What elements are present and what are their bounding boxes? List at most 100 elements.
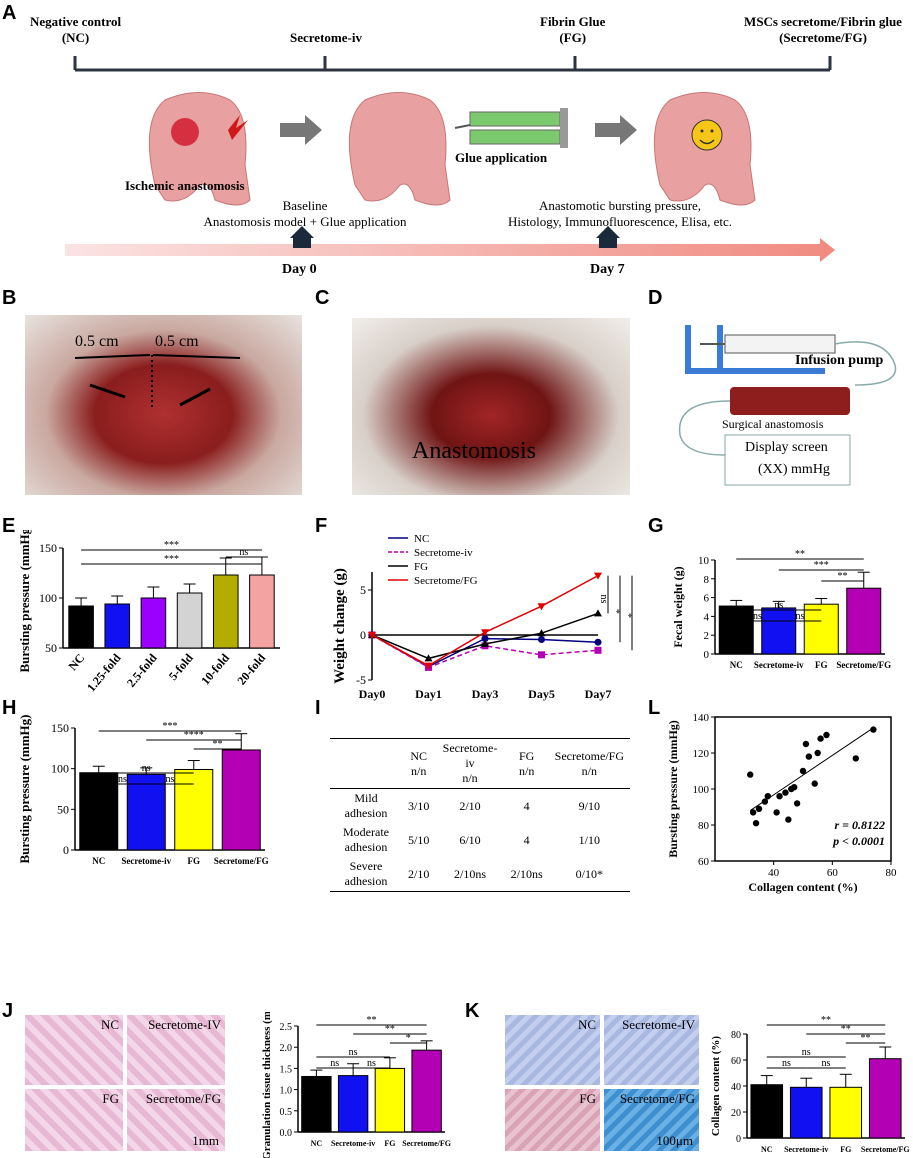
significance-label: ns — [753, 611, 762, 622]
x-tick-label: Day5 — [528, 687, 555, 701]
significance-label: *** — [814, 560, 829, 571]
x-tick-label: Secretome-iv — [754, 660, 804, 670]
y-tick-label: 80 — [731, 1030, 741, 1041]
scale-bar-label: 100μm — [656, 1133, 693, 1148]
y-tick-label: 2.5 — [280, 1022, 293, 1033]
y-tick-label: 1.0 — [280, 1086, 293, 1097]
significance-label: ns — [367, 1058, 376, 1069]
data-point — [764, 793, 771, 800]
y-tick-label: 0 — [63, 843, 69, 857]
significance-label: **** — [184, 730, 204, 741]
table-row: Mild adhesion 3/10 2/10 4 9/10 — [344, 791, 600, 820]
x-tick-label: Secretome-iv — [331, 1139, 375, 1148]
y-tick-label: 50 — [45, 641, 57, 655]
x-tick-label: Day7 — [585, 687, 612, 701]
micrograph-k-nc: NC — [505, 1015, 600, 1085]
chart-h: 0 50 100 150 NC Secretome-iv FG Secretome/FG Bur… — [17, 714, 269, 866]
day7-marker — [596, 226, 620, 238]
panel-label-l: L — [648, 697, 661, 719]
lightning-icon — [228, 115, 248, 140]
y-tick-label: 10 — [698, 555, 710, 567]
significance-label: ns — [822, 1058, 831, 1069]
data-point — [782, 789, 789, 796]
significance-label: ns — [166, 774, 175, 785]
significance-label: ** — [795, 549, 805, 560]
photo-b: 0.5 cm 0.5 cm — [25, 315, 302, 495]
x-tick-label: 80 — [886, 867, 898, 879]
panel-label-i: I — [315, 697, 321, 719]
panel-label-c: C — [315, 287, 330, 309]
x-tick-label: Secretome/FG — [836, 660, 891, 670]
significance-label: ns — [774, 600, 783, 611]
chart-f: -5 0 5 Day0 Day1 Day3 Day5 Day7 Weight change (g… — [332, 533, 633, 701]
bar — [761, 607, 797, 655]
infusion-pump-label: Infusion pump — [795, 353, 884, 368]
surgical-anastomosis-photo — [730, 387, 850, 415]
arrow-right-icon — [280, 115, 322, 145]
correlation-r: r = 0.8122 — [834, 818, 885, 832]
data-point — [481, 635, 489, 643]
x-tick-label: FG — [840, 1145, 851, 1154]
x-tick-label: Day0 — [359, 687, 386, 701]
data-point — [817, 735, 824, 742]
y-tick-label: 150 — [51, 721, 69, 735]
significance-label: * — [610, 609, 621, 614]
bar — [140, 597, 167, 649]
data-point — [537, 603, 546, 611]
chart-g: 0 2 4 6 8 10 NC Secretome-iv FG Secretome/FG Fecal… — [671, 549, 891, 670]
day7-text: Anastomotic bursting pressure, Histology,… — [507, 198, 733, 229]
scale-bar-label: 1mm — [192, 1133, 219, 1148]
significance-label: ns — [796, 611, 805, 622]
x-tick-label: FG — [815, 660, 828, 670]
data-point — [811, 780, 818, 787]
significance-label: ** — [385, 1024, 395, 1035]
bar — [176, 592, 203, 649]
table-header — [330, 739, 402, 789]
micrograph-k-fg: FG — [505, 1089, 600, 1151]
chart-l: 60 80 100 120 140 40 60 80 Collagen content (%) B… — [666, 712, 898, 894]
x-tick-label: Secretome/FG — [861, 1145, 910, 1154]
data-point — [747, 771, 754, 778]
y-tick-label: 6 — [704, 593, 710, 605]
bar — [789, 1086, 823, 1139]
y-tick-label: 80 — [698, 820, 710, 832]
data-point — [773, 809, 780, 816]
y-tick-label: -5 — [356, 673, 366, 687]
table-row: Severe adhesion 2/10 2/10ns 2/10ns 0/10* — [344, 859, 603, 888]
bar — [718, 605, 754, 655]
micrograph-k-secretome-fg: Secretome/FG 100μm — [604, 1089, 699, 1151]
data-point — [785, 816, 792, 823]
panel-d-diagram — [678, 325, 897, 486]
y-axis-label: Fecal weight (g) — [671, 566, 685, 647]
bar — [846, 587, 882, 655]
y-tick-label: 0 — [360, 628, 366, 642]
series-line — [371, 634, 599, 669]
significance-label: ** — [367, 1015, 377, 1026]
data-point — [870, 726, 877, 733]
scale-label-right: 0.5 cm — [155, 333, 199, 350]
data-point — [481, 640, 489, 647]
micrograph-j-nc: NC — [25, 1015, 123, 1085]
x-tick-label: NC — [761, 1145, 773, 1154]
double-syringe-icon — [454, 108, 568, 148]
significance-label: ** — [841, 1024, 851, 1035]
series-line — [371, 574, 599, 667]
glue-label: Glue application — [455, 150, 548, 165]
y-tick-label: 5 — [360, 583, 366, 597]
correlation-p: p < 0.0001 — [832, 834, 885, 848]
y-axis-label: Granulation tissue thickness (mm) — [261, 1012, 273, 1158]
y-tick-label: 0.5 — [280, 1107, 293, 1118]
table-header: FG n/n — [518, 748, 535, 778]
chart-k: 0 20 40 60 80 NC Secretome-iv FG Secretome/FG Col… — [710, 1015, 910, 1154]
data-point — [752, 820, 760, 827]
table-header: Secretome-iv n/n — [442, 741, 498, 785]
data-point — [424, 662, 433, 670]
colon-illustration-2 — [348, 92, 451, 206]
bar — [803, 603, 839, 655]
bar — [104, 603, 131, 649]
bar — [174, 768, 214, 851]
smiley-face-icon — [691, 119, 723, 151]
data-point — [805, 753, 813, 760]
panel-label-d: D — [648, 287, 663, 309]
x-tick-label: 1.25-fold — [84, 651, 124, 695]
